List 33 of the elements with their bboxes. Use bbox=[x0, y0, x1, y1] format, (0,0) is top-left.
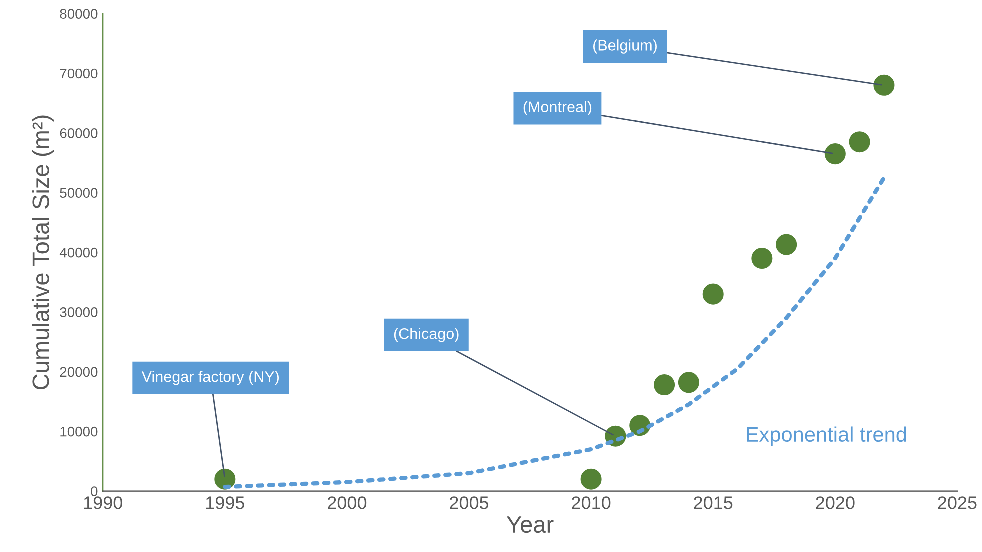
point bbox=[874, 74, 895, 96]
x-tick-label: 2020 bbox=[816, 496, 855, 510]
text: Exponential trend bbox=[747, 426, 906, 446]
y-tick-label: 10000 bbox=[60, 426, 98, 437]
point bbox=[702, 284, 724, 305]
y-tick-label: 30000 bbox=[60, 308, 98, 318]
x-tick-label: 2025 bbox=[938, 496, 977, 510]
y-tick-label: 50000 bbox=[60, 188, 98, 198]
x-tick-label: 2010 bbox=[572, 496, 611, 510]
annotation: (Montreal) bbox=[524, 101, 592, 116]
x-tick-label: 2000 bbox=[328, 496, 367, 510]
point bbox=[752, 248, 773, 270]
x-tick-label: 2005 bbox=[450, 496, 489, 510]
y-tick-label: 80000 bbox=[60, 9, 98, 19]
y-tick-label: 20000 bbox=[60, 367, 98, 378]
x-tick-label: 1995 bbox=[206, 496, 244, 510]
x-tick-label: 2015 bbox=[694, 496, 733, 510]
y-tick-label: 0 bbox=[91, 486, 98, 496]
point bbox=[776, 234, 798, 256]
annotation: (Belgium) bbox=[594, 40, 657, 54]
y-tick-label: 60000 bbox=[60, 128, 98, 138]
point bbox=[824, 144, 846, 165]
point bbox=[580, 468, 602, 490]
y-tick-label: 70000 bbox=[60, 68, 98, 79]
annotation: (Chicago) bbox=[394, 328, 459, 342]
point bbox=[678, 372, 700, 394]
y-tick-label: 40000 bbox=[60, 248, 98, 258]
x-axis-title: Year bbox=[506, 516, 554, 534]
x-tick-label: 1990 bbox=[84, 496, 122, 510]
point bbox=[654, 374, 676, 396]
annotation: Vinegar factory (NY) bbox=[142, 371, 280, 386]
point bbox=[849, 132, 870, 153]
y-axis-title: Cumulative Total Size (m²) bbox=[32, 116, 54, 390]
